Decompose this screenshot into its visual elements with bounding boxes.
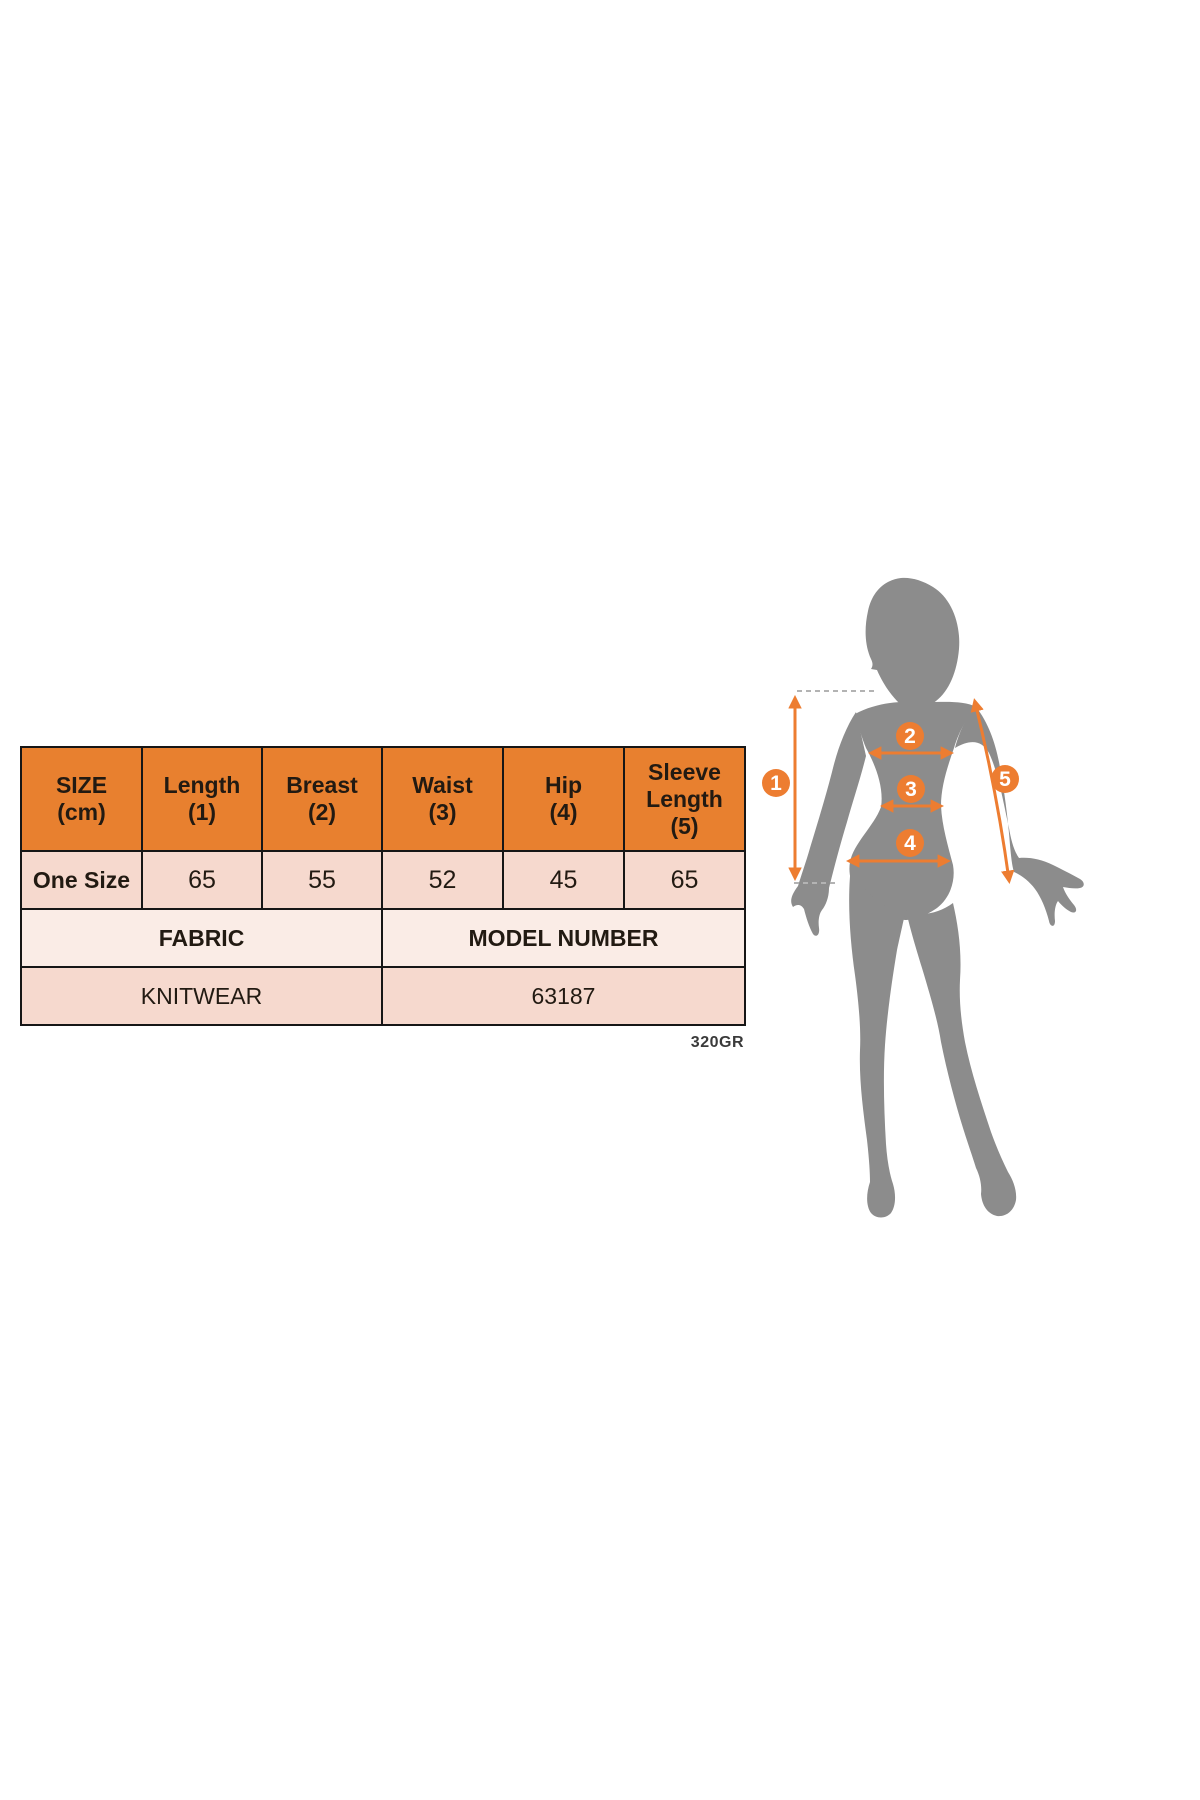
weight-note: 320GR xyxy=(690,1034,744,1051)
head-shape xyxy=(865,577,960,709)
waist-value-cell: 52 xyxy=(381,850,504,910)
marker-5-circle xyxy=(991,765,1019,793)
col-header-hip: Hip (4) xyxy=(502,746,625,852)
marker-1: 1 xyxy=(762,769,790,797)
col-header-breast: Breast (2) xyxy=(261,746,383,852)
right-leg-shape xyxy=(906,903,1017,1217)
measurement-figure: 1 2 3 4 5 xyxy=(762,577,1084,1218)
fabric-value-cell: KNITWEAR xyxy=(20,966,383,1026)
col-header-size: SIZE (cm) xyxy=(20,746,143,852)
model-number-value-cell: 63187 xyxy=(381,966,746,1026)
size-values-row: One Size 65 55 52 45 65 xyxy=(20,850,746,910)
model-number-header-cell: MODEL NUMBER xyxy=(381,908,746,968)
right-arm-shape xyxy=(955,707,1084,926)
fabric-model-value-row: KNITWEAR 63187 xyxy=(20,966,746,1026)
size-table: SIZE (cm) Length (1) Breast (2) Waist (3) Hi… xyxy=(20,746,746,1026)
size-label-cell: One Size xyxy=(20,850,143,910)
body-silhouette xyxy=(791,577,1084,1218)
hip-value-cell: 45 xyxy=(502,850,625,910)
marker-5-label: 5 xyxy=(999,768,1011,791)
marker-4-label: 4 xyxy=(904,832,916,855)
marker-3: 3 xyxy=(897,775,925,803)
sleeve-value-cell: 65 xyxy=(623,850,746,910)
left-arm-shape xyxy=(791,712,866,936)
marker-5: 5 xyxy=(991,765,1019,793)
table-header-row: SIZE (cm) Length (1) Breast (2) Waist (3) Hi… xyxy=(20,746,746,852)
fabric-model-header-row: FABRIC MODEL NUMBER xyxy=(20,908,746,968)
col-header-waist: Waist (3) xyxy=(381,746,504,852)
col-header-sleeve-length: Sleeve Length (5) xyxy=(623,746,746,852)
sleeve-arrow xyxy=(970,698,1015,885)
marker-4-circle xyxy=(896,829,924,857)
marker-3-circle xyxy=(897,775,925,803)
fabric-header-cell: FABRIC xyxy=(20,908,383,968)
marker-1-label: 1 xyxy=(770,772,782,795)
left-leg-shape xyxy=(849,866,906,1218)
breast-value-cell: 55 xyxy=(261,850,383,910)
marker-3-label: 3 xyxy=(905,778,917,801)
marker-2: 2 xyxy=(896,722,924,750)
length-value-cell: 65 xyxy=(141,850,263,910)
marker-1-circle xyxy=(762,769,790,797)
marker-2-label: 2 xyxy=(904,725,916,748)
marker-4: 4 xyxy=(896,829,924,857)
marker-2-circle xyxy=(896,722,924,750)
col-header-length: Length (1) xyxy=(141,746,263,852)
